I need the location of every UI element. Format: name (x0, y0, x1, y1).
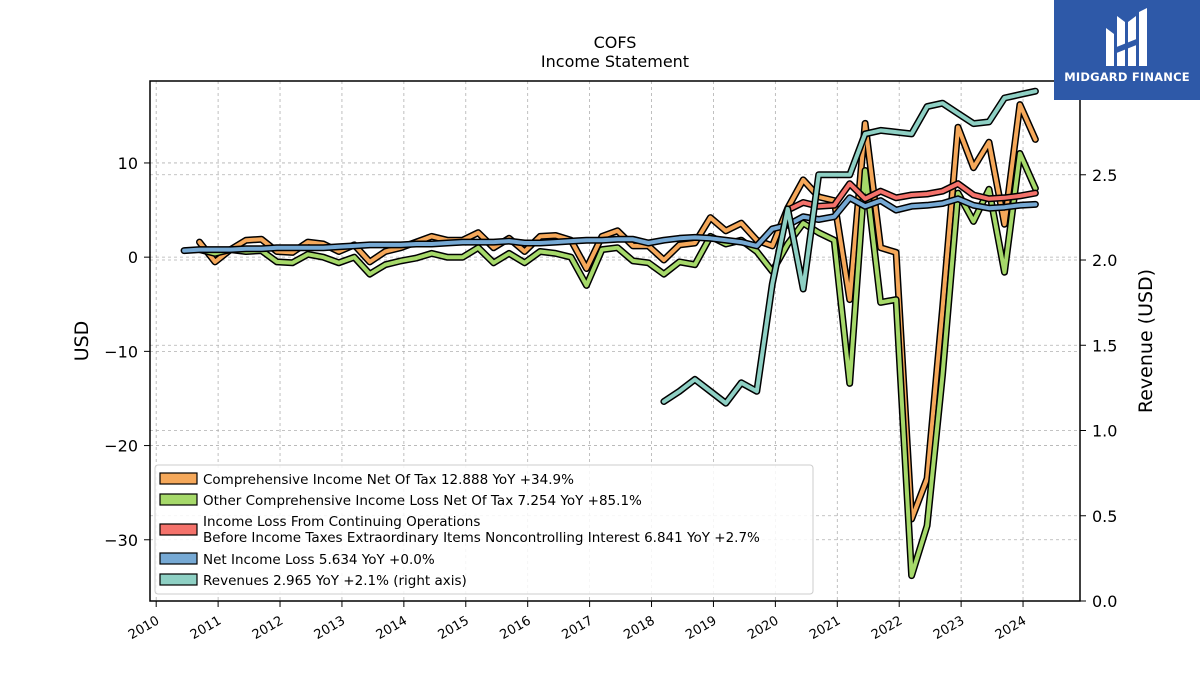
x-tick-label: 2019 (683, 613, 719, 643)
legend-label-net-income: Net Income Loss 5.634 YoY +0.0% (203, 552, 435, 568)
legend-swatch-other-comprehensive (159, 493, 198, 506)
y2-tick-label: 0.0 (1092, 592, 1117, 611)
y-tick-label: 0 (128, 248, 138, 267)
series-line (197, 102, 1038, 521)
y2-axis-title: Revenue (USD) (1135, 269, 1157, 413)
y-tick-label: −30 (104, 531, 138, 550)
logo-text: MIDGARD FINANCE (1064, 70, 1190, 84)
legend-swatch-income-continuing (159, 523, 198, 536)
brand-logo: MIDGARD FINANCE (1054, 0, 1200, 100)
x-tick-label: 2018 (621, 613, 657, 643)
series-line (785, 181, 1038, 213)
y-tick-label: −10 (104, 342, 138, 361)
legend-swatch-comprehensive (159, 472, 198, 485)
series-1 (196, 150, 1039, 580)
series-4 (660, 87, 1039, 407)
y2-tick-label: 2.5 (1092, 166, 1117, 185)
y-axis-title: USD (71, 321, 93, 362)
x-tick-label: 2020 (745, 613, 781, 643)
series-lines (180, 87, 1039, 580)
x-tick-label: 2023 (931, 613, 967, 643)
series-line (197, 151, 1038, 578)
series-2 (784, 180, 1039, 214)
legend-label-comprehensive: Comprehensive Income Net Of Tax 12.888 Y… (203, 472, 574, 488)
x-tick-label: 2015 (436, 613, 472, 643)
y2-tick-label: 0.5 (1092, 507, 1117, 526)
series-line (661, 89, 1038, 406)
x-tick-label: 2012 (250, 613, 286, 643)
legend-swatch-net-income (159, 552, 198, 565)
series-outline (196, 101, 1039, 523)
x-tick-label: 2014 (374, 613, 410, 643)
x-tick-label: 2021 (807, 613, 843, 643)
legend-label-revenues: Revenues 2.965 YoY +2.1% (right axis) (203, 573, 467, 589)
chart-title: COFS (594, 33, 637, 52)
x-tick-label: 2013 (312, 613, 348, 643)
legend: Comprehensive Income Net Of Tax 12.888 Y… (154, 464, 814, 595)
legend-box (154, 464, 814, 595)
x-tick-label: 2016 (498, 613, 534, 643)
y2-tick-label: 2.0 (1092, 251, 1117, 270)
series-3 (180, 194, 1039, 255)
x-tick-label: 2022 (869, 613, 905, 643)
y-tick-label: 10 (118, 154, 138, 173)
series-line (182, 195, 1038, 253)
legend-label-income-continuing-line2: Before Income Taxes Extraordinary Items … (203, 530, 760, 546)
y-tick-label: −20 (104, 437, 138, 456)
chart-subtitle: Income Statement (541, 52, 689, 71)
legend-label-other-comprehensive: Other Comprehensive Income Loss Net Of T… (203, 493, 642, 509)
series-0 (196, 101, 1039, 523)
plot-frame (149, 80, 1081, 602)
y2-tick-label: 1.0 (1092, 422, 1117, 441)
y2-tick-label: 1.5 (1092, 336, 1117, 355)
x-tick-label: 2011 (188, 613, 224, 643)
x-tick-label: 2024 (993, 613, 1029, 643)
legend-swatch-revenues (159, 573, 198, 586)
x-tick-label: 2017 (559, 613, 595, 643)
midgard-logo-icon (1106, 8, 1147, 66)
x-tick-label: 2010 (126, 613, 162, 643)
legend-label-income-continuing-line1: Income Loss From Continuing Operations (203, 514, 480, 530)
